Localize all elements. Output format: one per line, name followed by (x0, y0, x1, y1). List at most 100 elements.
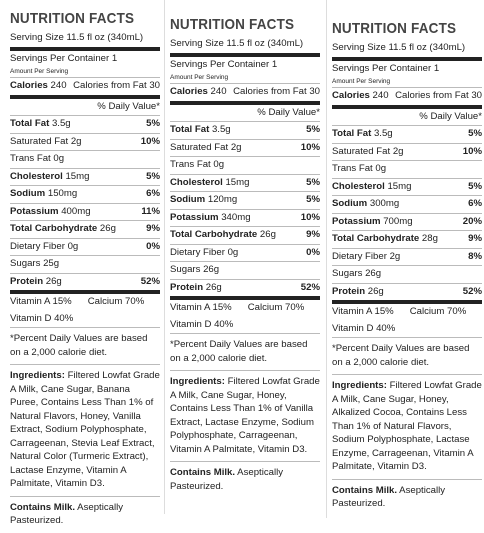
nutrient-dv: 10% (140, 135, 160, 147)
vitamin: Calcium 70% (409, 306, 467, 317)
nutrient: Protein 26g (10, 274, 62, 291)
servings-per-container: Servings Per Container 1 (332, 62, 440, 74)
nutrient-amount: 26g (367, 285, 384, 297)
nutrient-dv: 0% (146, 240, 160, 252)
nutrient-dv: 9% (306, 229, 320, 240)
nutrient-name: Cholesterol (10, 170, 63, 182)
calories: Calories 240 (332, 88, 389, 105)
nutrient-row: Trans Fat 0g (10, 151, 160, 169)
nutrient-amount: 26g (45, 275, 62, 287)
nutrient: Saturated Fat 2g (332, 144, 403, 161)
nutrient: Sugars 25g (10, 256, 59, 273)
nutrient-dv: 10% (300, 211, 320, 223)
nutrient-row: Total Carbohydrate 26g 9% (10, 221, 160, 239)
nutrient: Dietary Fiber 2g (332, 249, 400, 266)
nutrient-dv: 8% (468, 250, 482, 262)
dv-header: % Daily Value* (332, 109, 482, 126)
nutrient-dv: 5% (306, 124, 320, 135)
nutrition-label: NUTRITION FACTS Serving Size 11.5 fl oz (… (164, 0, 320, 514)
nutrient-amount: 2g (389, 250, 401, 262)
dv-header: % Daily Value* (170, 105, 320, 122)
nutrient: Potassium 700mg (332, 214, 413, 231)
nutrient: Cholesterol 15mg (10, 169, 89, 186)
nutrient-amount: 0g (53, 153, 65, 164)
nutrient-dv: 5% (306, 176, 320, 188)
nutrient-name: Potassium (332, 215, 381, 227)
nutrition-label: NUTRITION FACTS Serving Size 11.5 fl oz (… (326, 0, 482, 518)
nutrient-amount: 340mg (221, 211, 251, 223)
vitamin: Vitamin A 15% (170, 302, 232, 313)
ingredients-text: Filtered Lowfat Grade A Milk, Cane Sugar… (10, 370, 160, 489)
ingredients-text: Filtered Lowfat Grade A Milk, Cane Sugar… (332, 380, 482, 472)
calories-from-fat: Calories from Fat 30 (395, 90, 482, 101)
nutrient-amount: 15mg (225, 176, 250, 188)
allergen: Contains Milk. Aseptically Pasteurized. (332, 480, 482, 516)
nutrient-dv: 9% (468, 233, 482, 244)
nutrient: Saturated Fat 2g (170, 140, 241, 157)
calories-label: Calories (10, 80, 48, 91)
nutrient-name: Dietary Fiber (10, 240, 65, 252)
nutrient: Sodium 120mg (170, 192, 237, 209)
nutrient: Total Fat 3.5g (332, 126, 393, 143)
nutrient-amount: 26g (205, 281, 222, 293)
nutrient-row: Saturated Fat 2g 10% (170, 140, 320, 157)
nutrient-row: Dietary Fiber 0g 0% (10, 239, 160, 256)
nutrient-row: Cholesterol 15mg 5% (10, 169, 160, 186)
vitamin: Vitamin D 40% (10, 312, 74, 324)
nutrient-name: Total Carbohydrate (332, 233, 420, 244)
nutrient: Potassium 340mg (170, 210, 251, 227)
nutrient-row: Protein 26g 52% (170, 280, 320, 300)
nutrient: Saturated Fat 2g (10, 134, 81, 151)
nutrient: Trans Fat 0g (332, 161, 386, 178)
nutrient-row: Dietary Fiber 2g 8% (332, 249, 482, 266)
nutrient-name: Total Fat (10, 118, 50, 129)
nutrition-label: NUTRITION FACTS Serving Size 11.5 fl oz (… (10, 8, 160, 533)
calories-line: Calories 240 Calories from Fat 30 (170, 84, 320, 105)
nutrient-name: Protein (10, 275, 44, 287)
servings-per-container: Servings Per Container 1 (10, 52, 118, 64)
vitamin: Calcium 70% (247, 302, 305, 313)
nutrient-name: Cholesterol (170, 176, 223, 188)
contains-label: Contains Milk. (10, 501, 76, 513)
nutrient: Total Carbohydrate 26g (10, 221, 116, 238)
vitamin-row: Vitamin D 40% (10, 311, 160, 328)
nutrient-row: Total Fat 3.5g 5% (332, 126, 482, 144)
nutrient-amount: 26g (203, 264, 220, 275)
amount-per-serving: Amount Per Serving (332, 77, 482, 88)
nutrient-row: Sodium 300mg 6% (332, 196, 482, 214)
nutrient-amount: 3.5g (211, 124, 231, 135)
nutrient-row: Total Carbohydrate 26g 9% (170, 227, 320, 245)
nutrient-row: Potassium 340mg 10% (170, 210, 320, 227)
nutrient: Total Fat 3.5g (10, 116, 71, 133)
footnote: *Percent Daily Values are based on a 2,0… (170, 334, 320, 371)
nutrient-amount: 28g (421, 233, 438, 244)
nutrient-amount: 25g (43, 258, 60, 269)
footnote: *Percent Daily Values are based on a 2,0… (332, 338, 482, 375)
servings-per-container: Servings Per Container 1 (170, 58, 278, 70)
nutrient-name: Sugars (10, 258, 41, 269)
nutrient-name: Total Carbohydrate (170, 229, 258, 240)
vitamin-row: Vitamin A 15% Calcium 70% (170, 300, 320, 317)
nutrient-row: Saturated Fat 2g 10% (10, 134, 160, 151)
nutrient: Total Carbohydrate 28g (332, 231, 438, 248)
nutrient-row: Total Carbohydrate 28g 9% (332, 231, 482, 249)
ingredients-label: Ingredients: (10, 370, 65, 381)
ingredients-label: Ingredients: (170, 376, 225, 387)
calories-line: Calories 240 Calories from Fat 30 (332, 88, 482, 109)
nutrient-name: Sodium (170, 194, 206, 205)
calories: Calories 240 (10, 78, 67, 95)
nutrient-amount: 0g (213, 159, 225, 170)
nutrient-amount: 700mg (383, 215, 413, 227)
nutrient-row: Sodium 150mg 6% (10, 186, 160, 204)
nutrient-name: Trans Fat (332, 163, 373, 174)
calories-label: Calories (170, 86, 208, 97)
nutrient-dv: 9% (146, 223, 160, 234)
nutrient-name: Cholesterol (332, 180, 385, 192)
nutrient: Protein 26g (332, 284, 384, 301)
nutrient: Cholesterol 15mg (332, 179, 411, 196)
nutrient-dv: 5% (306, 194, 320, 205)
nutrient-name: Potassium (10, 205, 59, 217)
ingredients: Ingredients: Filtered Lowfat Grade A Mil… (10, 365, 160, 497)
nutrient-amount: 300mg (369, 198, 400, 209)
dv-header: % Daily Value* (10, 99, 160, 116)
